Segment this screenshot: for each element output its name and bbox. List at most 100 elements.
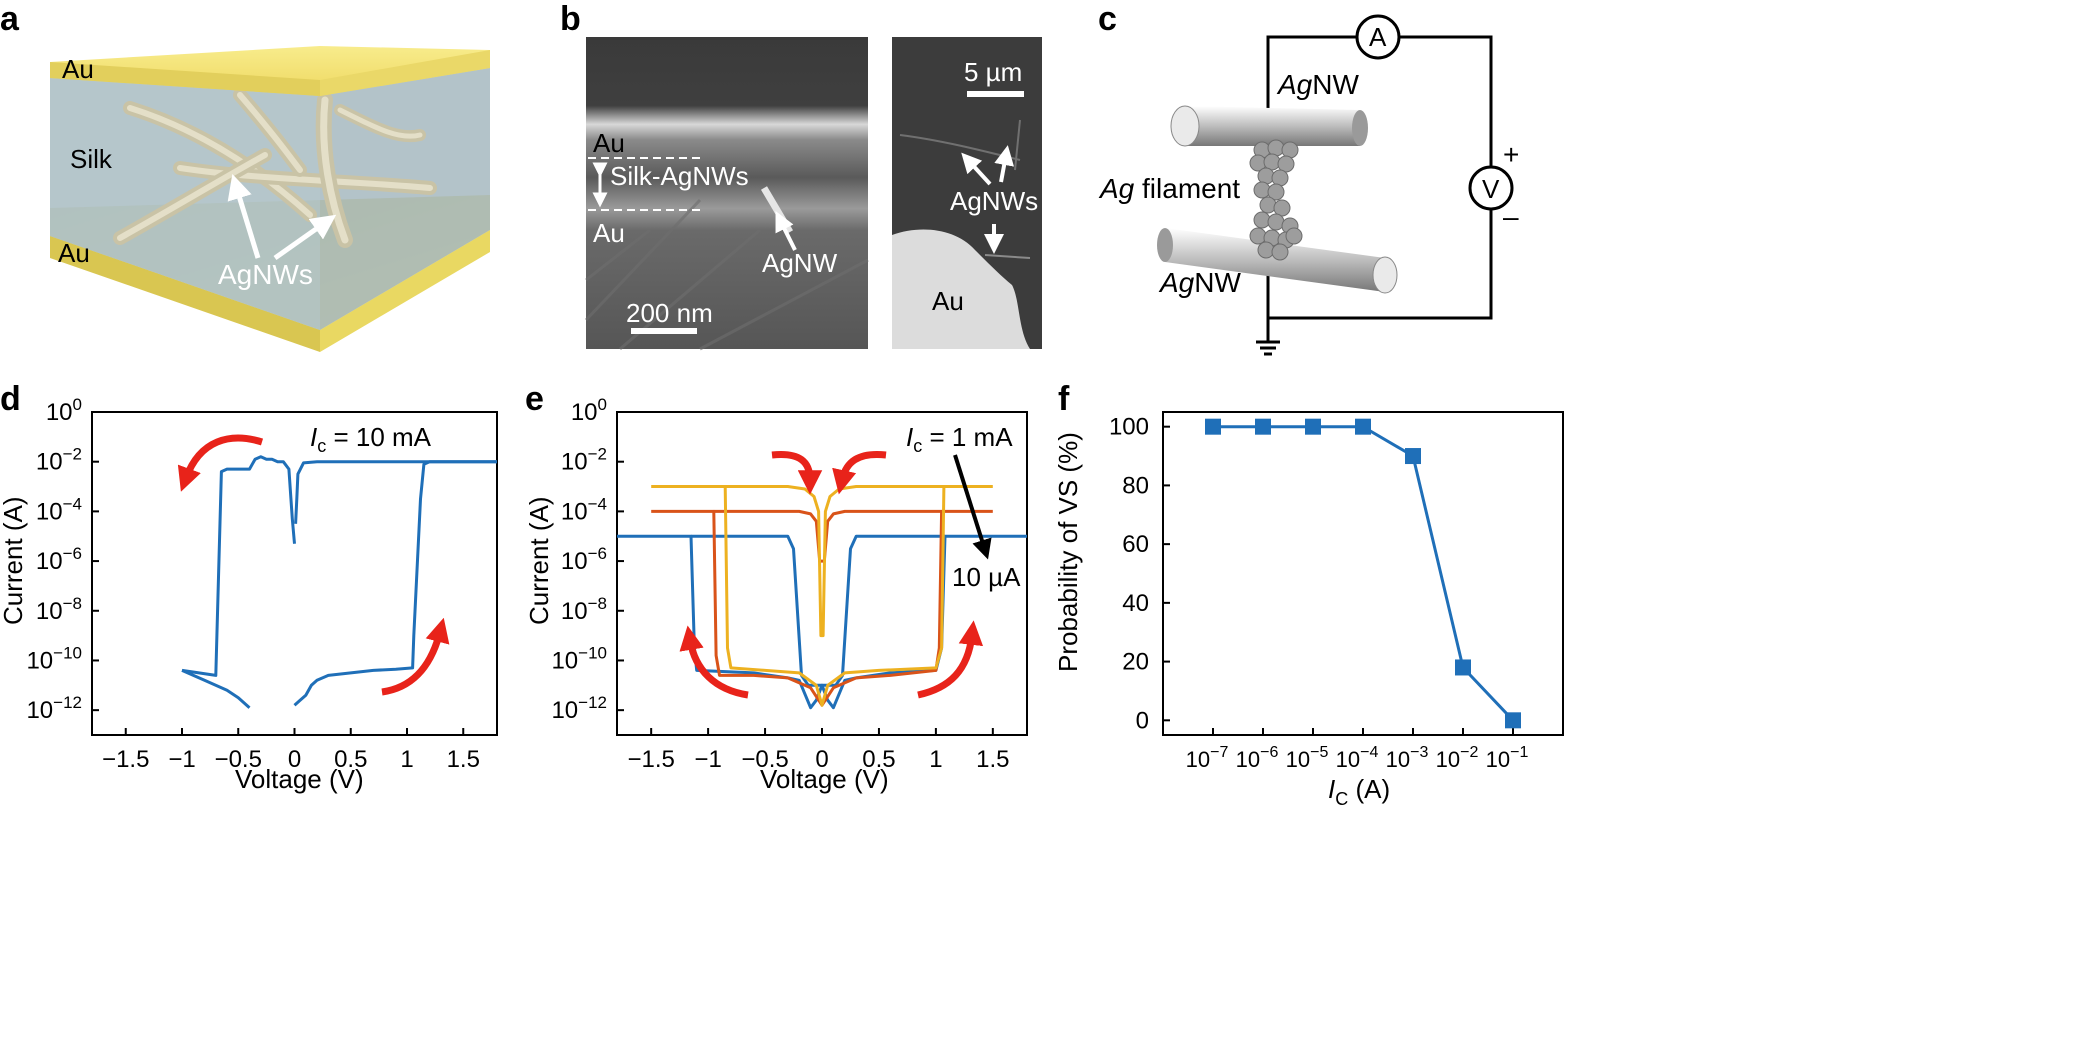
chart-f-marker xyxy=(1505,712,1521,729)
chart-f-xlabel-rest: (A) xyxy=(1348,774,1390,804)
voltmeter xyxy=(1468,165,1514,211)
chart-f-xlabel-main: I xyxy=(1328,774,1335,804)
chart-e-ytick-base: 10 xyxy=(561,449,588,476)
chart-d-xlabel: Voltage (V) xyxy=(235,764,364,794)
sem-right-arrow-2 xyxy=(994,145,1015,183)
top-nanowire-end-right xyxy=(1352,110,1368,146)
chart-d-annotation: Ic = 10 mA xyxy=(310,422,432,456)
sem-right-arrow-1 xyxy=(961,152,992,186)
chart-e-ticks: −1.5 −1 −0.5 0 0.5 1 1.510010−210−410−610−810−… xyxy=(551,395,1009,773)
chart-d-ytick-base: 10 xyxy=(36,498,63,525)
bottom-au-front-face xyxy=(50,236,320,352)
chart-d-ylabel: Current (A) xyxy=(0,496,28,625)
sem-left-scalebar xyxy=(631,328,697,334)
bottom-agnw-label-rest: NW xyxy=(1194,267,1241,298)
bottom-nanowire-end-left xyxy=(1157,228,1173,262)
chart-e-series xyxy=(617,485,1027,710)
chart-f-xtick-label: 10−5 xyxy=(1286,744,1329,772)
chart-d-ytick-base: 10 xyxy=(36,449,63,476)
chart-e-ytick-exp: −8 xyxy=(588,594,607,613)
chart-d-annotation-rest: = 10 mA xyxy=(326,422,431,452)
chart-d-ytick-base: 10 xyxy=(46,399,73,426)
chart-e: −1.5 −1 −0.5 0 0.5 1 1.510010−210−410−610−810−… xyxy=(524,395,1028,794)
chart-e-ytick-base: 10 xyxy=(561,598,588,625)
chart-d-series-line xyxy=(293,460,497,707)
bottom-nanowire xyxy=(1165,228,1385,292)
chart-e-ytick-label: 10−8 xyxy=(561,594,607,625)
chart-e-annotation-top: Ic = 1 mA xyxy=(906,422,1013,456)
chart-d-ytick-exp: −8 xyxy=(63,594,82,613)
filament-label-rest: filament xyxy=(1134,173,1240,204)
sem-left-au-bottom-label: Au xyxy=(593,218,625,248)
sem-right-au-region xyxy=(892,229,1030,349)
voltmeter-label: V xyxy=(1482,174,1500,204)
chart-f-xtick-base: 10 xyxy=(1336,747,1360,772)
chart-e-ytick-base: 10 xyxy=(571,399,598,426)
chart-d-ytick-base: 10 xyxy=(26,647,53,674)
chart-f-series-line xyxy=(1213,425,1515,722)
sem-left-texture xyxy=(584,198,869,351)
chart-e-ytick-exp: −12 xyxy=(578,693,607,712)
chart-d: −1.5 −1 −0.5 0 0.5 1 1.510010−210−410−610−810−… xyxy=(0,395,498,794)
voltmeter-plus: + xyxy=(1503,139,1519,170)
chart-d-ytick-label: 10−2 xyxy=(36,445,82,476)
chart-f-xtick-label: 10−3 xyxy=(1386,744,1429,772)
chart-f-xtick-exp: −7 xyxy=(1210,744,1228,761)
sem-left-agnw-arrow xyxy=(775,211,797,251)
chart-d-xtick-label: −0.5 xyxy=(215,746,262,773)
chart-d-xtick-label: 0.5 xyxy=(334,746,367,773)
chart-d-arrow-bottom xyxy=(381,617,450,696)
chart-f-xtick-base: 10 xyxy=(1286,747,1310,772)
chart-f-xtick-exp: −5 xyxy=(1310,744,1328,761)
chart-d-xtick-label: 0 xyxy=(288,746,301,773)
chart-e-series-line xyxy=(691,534,945,687)
chart-f-xtick-label: 10−4 xyxy=(1336,744,1379,772)
chart-f-xlabel-sub: C xyxy=(1335,789,1348,809)
chart-f-marker xyxy=(1305,418,1321,435)
bottom-au-side-face xyxy=(320,230,490,352)
chart-d-xtick-label: 1 xyxy=(400,746,413,773)
chart-e-arrow-top-left xyxy=(771,450,823,495)
chart-e-ytick-base: 10 xyxy=(551,647,578,674)
chart-f-xtick-label: 10−6 xyxy=(1236,744,1279,772)
chart-e-ytick-label: 100 xyxy=(571,395,607,426)
panel-letter-e: e xyxy=(525,380,544,418)
chart-f-marker xyxy=(1455,659,1471,676)
chart-e-ytick-label: 10−10 xyxy=(551,643,607,674)
chart-f-marker xyxy=(1355,418,1371,435)
chart-e-xtick-label: 0 xyxy=(815,746,828,773)
chart-e-xtick-label: −0.5 xyxy=(741,746,788,773)
chart-f-ytick-label: 40 xyxy=(1122,590,1149,617)
panel-a-agnws-label: AgNWs xyxy=(218,259,313,290)
ammeter-label: A xyxy=(1369,22,1387,52)
sem-right-wire-3 xyxy=(984,254,1031,259)
chart-d-ytick-base: 10 xyxy=(36,548,63,575)
chart-f-xtick-exp: −3 xyxy=(1410,744,1428,761)
chart-f-marker xyxy=(1205,418,1221,435)
chart-f-marker xyxy=(1405,448,1421,465)
chart-e-xlabel: Voltage (V) xyxy=(760,764,889,794)
chart-d-xtick-label: −1.5 xyxy=(102,746,149,773)
sem-left-image xyxy=(586,37,868,349)
chart-d-ytick-base: 10 xyxy=(36,598,63,625)
chart-d-ytick-base: 10 xyxy=(26,697,53,724)
sem-right-au-label: Au xyxy=(932,286,964,316)
chart-d-ytick-exp: −6 xyxy=(63,544,82,563)
bottom-agnw-label: AgNW xyxy=(1158,267,1241,298)
chart-f-frame xyxy=(1162,411,1564,736)
sem-right-scalebar-label: 5 µm xyxy=(964,57,1022,87)
chart-f-ytick-label: 60 xyxy=(1122,531,1149,558)
top-agnw-label-rest: NW xyxy=(1312,69,1359,100)
chart-e-ytick-label: 10−12 xyxy=(551,693,607,724)
chart-e-ytick-exp: −6 xyxy=(588,544,607,563)
panel-b-sem-right: 5 µm AgNWs Au xyxy=(892,37,1042,349)
chart-e-arrow-top-right xyxy=(832,450,887,495)
chart-d-ytick-label: 10−8 xyxy=(36,594,82,625)
chart-e-ytick-exp: −10 xyxy=(578,643,607,662)
chart-e-ytick-base: 10 xyxy=(561,498,588,525)
chart-e-ytick-label: 10−4 xyxy=(561,494,607,525)
chart-f-xtick-base: 10 xyxy=(1386,747,1410,772)
chart-e-annotation-sub: c xyxy=(913,436,922,456)
chart-d-arrow-top xyxy=(177,434,264,492)
